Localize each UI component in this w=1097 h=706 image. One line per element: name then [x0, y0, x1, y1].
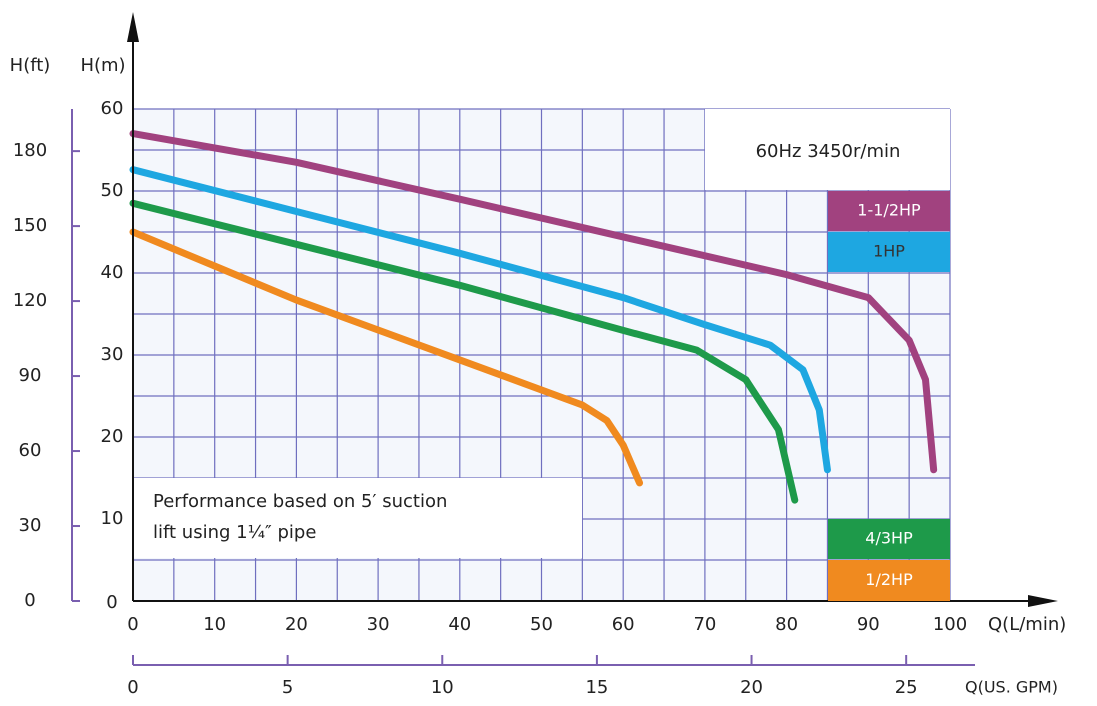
legend-swatch — [828, 232, 950, 272]
y2-tick-label: 180 — [13, 140, 47, 161]
y2-tick-label: 0 — [24, 590, 35, 611]
annotation: 60Hz 3450r/min — [756, 141, 901, 162]
series-line — [129, 166, 831, 474]
x-arrow — [1028, 595, 1058, 607]
x2-tick-label: 25 — [895, 677, 918, 698]
x-tick-label: 90 — [857, 614, 880, 635]
annotation: Performance based on 5′ suction — [153, 491, 447, 512]
y-tick-label: 30 — [101, 344, 124, 365]
x2-tick-label: 10 — [431, 677, 454, 698]
legend-swatch — [828, 519, 950, 559]
y2-tick-label: 30 — [19, 515, 42, 536]
y-tick-label: 40 — [101, 262, 124, 283]
x2-tick-label: 20 — [740, 677, 763, 698]
legend-swatch — [828, 191, 950, 231]
legend-label: 1/2HP — [865, 570, 913, 589]
x-tick-label: 100 — [933, 614, 967, 635]
y-tick-label: 50 — [101, 180, 124, 201]
y-tick-label: 0 — [106, 592, 117, 613]
x2-tick-label: 0 — [127, 677, 138, 698]
y2-label: H(ft) — [10, 55, 51, 76]
note-box — [130, 478, 582, 558]
y-label: H(m) — [80, 55, 125, 76]
marks — [129, 130, 938, 504]
series-line — [129, 130, 938, 474]
legend-swatch — [828, 560, 950, 601]
y2-tick-label: 90 — [19, 365, 42, 386]
legend-label: 4/3HP — [865, 529, 913, 548]
x-tick-label: 80 — [775, 614, 798, 635]
y2-tick-label: 120 — [13, 290, 47, 311]
series-line — [129, 199, 799, 504]
x-tick-label: 70 — [693, 614, 716, 635]
x-tick-label: 40 — [448, 614, 471, 635]
y2-tick-label: 150 — [13, 215, 47, 236]
x-label: Q(L/min) — [988, 614, 1066, 635]
x-tick-label: 50 — [530, 614, 553, 635]
legend-label: 1HP — [873, 242, 905, 261]
series-line — [129, 228, 644, 487]
x-tick-label: 10 — [203, 614, 226, 635]
x2-tick-label: 15 — [585, 677, 608, 698]
y2-tick-label: 60 — [19, 440, 42, 461]
y-tick-label: 20 — [101, 426, 124, 447]
x2-label: Q(US. GPM) — [965, 678, 1058, 697]
y-tick-label: 10 — [101, 508, 124, 529]
x-tick-label: 20 — [285, 614, 308, 635]
annotation: lift using 1¼″ pipe — [153, 522, 316, 543]
legend-label: 1-1/2HP — [857, 201, 921, 220]
info-box — [705, 109, 950, 190]
x-tick-label: 0 — [127, 614, 138, 635]
y-arrow — [127, 12, 139, 42]
x-tick-label: 30 — [367, 614, 390, 635]
x-tick-label: 60 — [612, 614, 635, 635]
x2-tick-label: 5 — [282, 677, 293, 698]
y-tick-label: 60 — [101, 98, 124, 119]
